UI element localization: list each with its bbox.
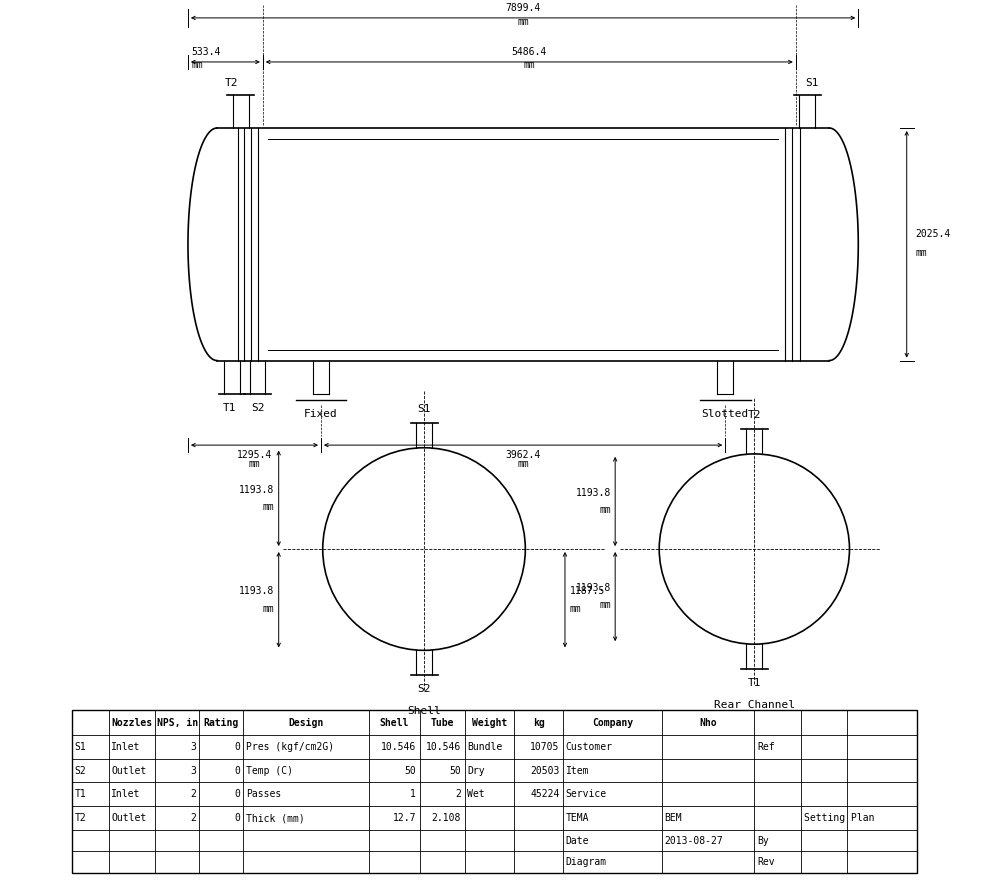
Text: 1193.8: 1193.8 (576, 583, 611, 593)
Text: 1193.8: 1193.8 (239, 586, 274, 596)
Bar (71, 710, 918, 873)
Text: T2: T2 (225, 78, 238, 88)
Text: Thick (mm): Thick (mm) (246, 813, 305, 823)
Text: 10.546: 10.546 (381, 742, 416, 751)
Text: 2: 2 (190, 813, 196, 823)
Text: 2: 2 (455, 789, 461, 799)
Text: mm: mm (523, 60, 535, 70)
Text: Company: Company (592, 718, 633, 728)
Text: TEMA: TEMA (566, 813, 589, 823)
Text: S1: S1 (417, 404, 431, 415)
Text: 533.4: 533.4 (192, 47, 221, 56)
Text: S2: S2 (417, 684, 431, 694)
Text: Rating: Rating (204, 718, 239, 728)
Text: Design: Design (289, 718, 324, 728)
Text: Outlet: Outlet (112, 766, 146, 775)
Text: Bundle: Bundle (467, 742, 502, 751)
Text: BEM: BEM (665, 813, 682, 823)
Text: T1: T1 (223, 403, 236, 413)
Text: Fixed: Fixed (304, 409, 338, 419)
Text: 7899.4: 7899.4 (505, 3, 541, 12)
Text: Item: Item (566, 766, 589, 775)
Text: T1: T1 (748, 677, 762, 688)
Text: Wet: Wet (467, 789, 485, 799)
Text: Setting Plan: Setting Plan (804, 813, 874, 823)
Text: 1187.5: 1187.5 (570, 586, 604, 596)
Text: mm: mm (262, 603, 274, 614)
Text: 1193.8: 1193.8 (239, 484, 274, 495)
Text: 3962.4: 3962.4 (505, 450, 541, 460)
Text: 2: 2 (190, 789, 196, 799)
Text: 1: 1 (410, 789, 416, 799)
Text: mm: mm (248, 460, 260, 469)
Text: mm: mm (517, 460, 529, 469)
Text: 5486.4: 5486.4 (511, 47, 547, 56)
Text: 2.108: 2.108 (431, 813, 461, 823)
Text: Date: Date (566, 835, 589, 846)
Text: 10705: 10705 (530, 742, 560, 751)
Text: 2025.4: 2025.4 (916, 228, 950, 239)
Text: Weight: Weight (472, 718, 506, 728)
Text: 2013-08-27: 2013-08-27 (665, 835, 723, 846)
Text: T2: T2 (748, 410, 762, 421)
Text: Pres (kgf/cm2G): Pres (kgf/cm2G) (246, 742, 334, 751)
Text: 20503: 20503 (530, 766, 560, 775)
Text: 0: 0 (234, 789, 240, 799)
Text: T1: T1 (74, 789, 86, 799)
Text: Shell: Shell (407, 706, 441, 716)
Text: mm: mm (916, 248, 928, 258)
Text: Rear Channel: Rear Channel (714, 699, 795, 710)
Text: 45224: 45224 (530, 789, 560, 799)
Text: Slotted: Slotted (701, 409, 749, 419)
Text: S2: S2 (251, 403, 264, 413)
Text: 0: 0 (234, 813, 240, 823)
Text: T2: T2 (74, 813, 86, 823)
Text: 50: 50 (449, 766, 461, 775)
Text: Dry: Dry (467, 766, 485, 775)
Text: Service: Service (566, 789, 607, 799)
Text: 0: 0 (234, 766, 240, 775)
Text: mm: mm (517, 17, 529, 26)
Text: Nozzles: Nozzles (112, 718, 152, 728)
Text: 1193.8: 1193.8 (576, 488, 611, 497)
Text: 50: 50 (405, 766, 416, 775)
Text: Outlet: Outlet (112, 813, 146, 823)
Text: S1: S1 (74, 742, 86, 751)
Text: S1: S1 (805, 78, 818, 88)
Text: Diagram: Diagram (566, 857, 607, 867)
Text: mm: mm (570, 603, 582, 614)
Text: Inlet: Inlet (112, 742, 140, 751)
Text: 3: 3 (190, 766, 196, 775)
Text: Passes: Passes (246, 789, 281, 799)
Text: By: By (757, 835, 768, 846)
Text: mm: mm (262, 502, 274, 512)
Text: 1295.4: 1295.4 (236, 450, 272, 460)
Text: S2: S2 (74, 766, 86, 775)
Text: 12.7: 12.7 (393, 813, 416, 823)
Text: Nho: Nho (699, 718, 717, 728)
Text: 0: 0 (234, 742, 240, 751)
Text: 3: 3 (190, 742, 196, 751)
Text: mm: mm (599, 601, 611, 610)
Text: NPS, in: NPS, in (157, 718, 198, 728)
Text: Rev: Rev (757, 857, 774, 867)
Text: Tube: Tube (430, 718, 454, 728)
Text: mm: mm (192, 60, 204, 70)
Text: Shell: Shell (380, 718, 409, 728)
Text: kg: kg (533, 718, 544, 728)
Text: 10.546: 10.546 (426, 742, 461, 751)
Text: mm: mm (599, 505, 611, 515)
Text: Customer: Customer (566, 742, 613, 751)
Text: Ref: Ref (757, 742, 774, 751)
Text: Temp (C): Temp (C) (246, 766, 293, 775)
Text: Inlet: Inlet (112, 789, 140, 799)
